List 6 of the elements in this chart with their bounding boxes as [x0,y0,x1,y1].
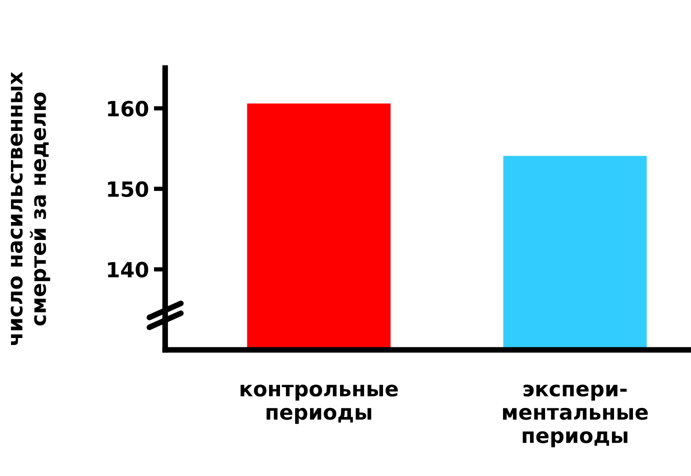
y-tick-label: 160 [108,100,148,117]
x-tick-label: контрольные периоды [240,384,398,424]
y-axis-title: число насильственных смертей за неделю [10,72,50,345]
x-tick-label: экспери- ментальные периоды [503,384,648,448]
y-tick-label: 150 [108,181,148,198]
y-tick-label: 140 [108,262,148,278]
